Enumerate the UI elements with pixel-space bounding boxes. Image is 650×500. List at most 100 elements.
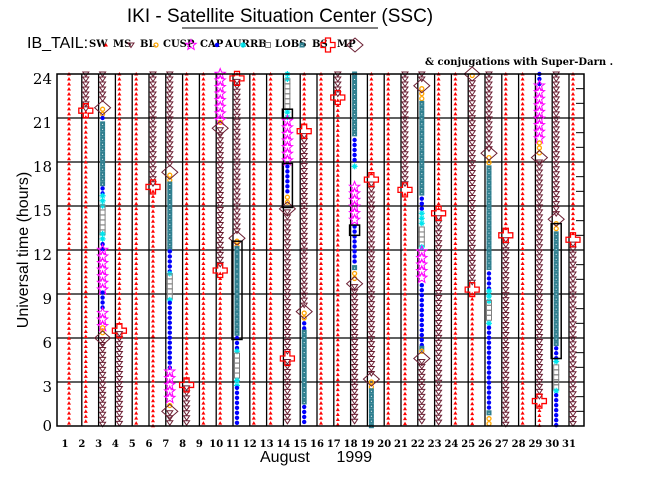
sw-marker: [503, 76, 508, 81]
sw-marker: [251, 406, 256, 410]
lobs-dot: [354, 123, 356, 125]
cap-marker: [167, 330, 172, 335]
x-tick-label: 7: [162, 439, 169, 450]
ms-marker: [283, 314, 292, 320]
sw-marker: [268, 206, 273, 211]
ms-marker: [535, 264, 544, 271]
ms-marker: [552, 101, 561, 108]
sw-marker: [453, 251, 458, 256]
sw-marker: [319, 141, 323, 146]
sw-marker: [67, 351, 71, 355]
sw-marker: [369, 76, 374, 81]
sw-marker: [201, 311, 206, 315]
sw-marker: [117, 131, 122, 136]
ms-marker: [468, 259, 477, 266]
x-tick-label: 31: [562, 439, 576, 450]
sw-marker: [470, 371, 475, 376]
lobs-marker: [553, 251, 559, 257]
sw-marker: [134, 416, 139, 420]
sw-marker: [335, 188, 340, 192]
sw-marker: [403, 232, 407, 236]
sw-marker: [386, 176, 391, 181]
sw-marker: [571, 191, 575, 196]
ms-marker: [165, 161, 174, 168]
sw-marker: [184, 296, 189, 300]
sw-marker: [319, 411, 323, 415]
ms-marker: [98, 86, 107, 93]
ms-marker: [552, 161, 561, 168]
sw-marker: [453, 356, 458, 360]
ms-marker: [535, 194, 544, 201]
ms-marker: [569, 396, 577, 403]
ms-marker: [535, 224, 544, 231]
cap-marker: [302, 326, 307, 331]
ms-marker: [350, 329, 359, 335]
ms-marker: [468, 194, 477, 201]
sw-marker: [268, 121, 273, 126]
sw-marker: [335, 352, 340, 357]
bs-marker: [78, 103, 94, 119]
lobs-marker: [553, 326, 559, 332]
bs-marker: [397, 182, 413, 198]
sw-marker: [268, 246, 273, 251]
lobs-dot: [102, 123, 104, 125]
sw-marker: [319, 256, 323, 261]
sw-marker: [403, 207, 407, 211]
sw-marker: [67, 266, 71, 270]
ms-marker: [535, 358, 544, 365]
ms-marker: [283, 239, 292, 246]
lobs-marker: [553, 261, 559, 267]
day-column-12: [251, 72, 256, 425]
lobs-dot: [102, 163, 104, 165]
sw-marker: [319, 261, 323, 265]
ms-marker: [552, 81, 561, 88]
sw-marker: [453, 111, 458, 116]
rb-marker: [234, 357, 240, 364]
ms-marker: [233, 213, 241, 220]
ms-marker: [233, 88, 241, 95]
ms-marker: [98, 391, 107, 398]
sw-marker: [319, 226, 323, 231]
sw-marker: [184, 191, 189, 196]
ms-marker: [434, 324, 443, 331]
bs-marker: [430, 205, 447, 221]
sw-marker: [369, 131, 374, 136]
sw-marker: [520, 421, 525, 425]
sw-marker: [83, 274, 88, 279]
ms-marker: [569, 306, 577, 313]
ms-marker: [468, 100, 477, 107]
day-column-21: [397, 71, 413, 426]
sw-marker: [67, 366, 71, 370]
sw-marker: [201, 196, 206, 201]
ms-marker: [115, 380, 124, 387]
sw-marker: [184, 226, 189, 231]
sw-marker: [104, 43, 108, 47]
sw-marker: [134, 286, 139, 290]
sw-marker: [151, 333, 155, 338]
lobs-dot: [555, 293, 557, 295]
sw-marker: [319, 151, 323, 156]
cap-marker: [234, 390, 240, 396]
sw-marker: [184, 96, 189, 101]
sw-marker: [134, 191, 139, 196]
sw-marker: [134, 371, 139, 375]
sw-marker: [453, 76, 458, 81]
cap-marker: [554, 346, 559, 351]
sw-marker: [453, 146, 458, 151]
sw-marker: [67, 301, 71, 305]
ms-marker: [115, 395, 124, 402]
sw-marker: [386, 236, 391, 241]
mp-marker: [530, 149, 549, 166]
lobs-dot: [488, 182, 490, 184]
ms-marker: [552, 121, 561, 128]
sw-marker: [319, 236, 323, 241]
sw-marker: [470, 396, 475, 401]
sw-marker: [319, 381, 323, 385]
sw-marker: [436, 86, 441, 91]
sw-marker: [386, 86, 391, 91]
sw-marker: [386, 196, 391, 201]
sw-marker: [453, 171, 458, 176]
sw-marker: [571, 161, 575, 166]
sw-marker: [571, 76, 575, 81]
cap-marker: [486, 385, 492, 390]
